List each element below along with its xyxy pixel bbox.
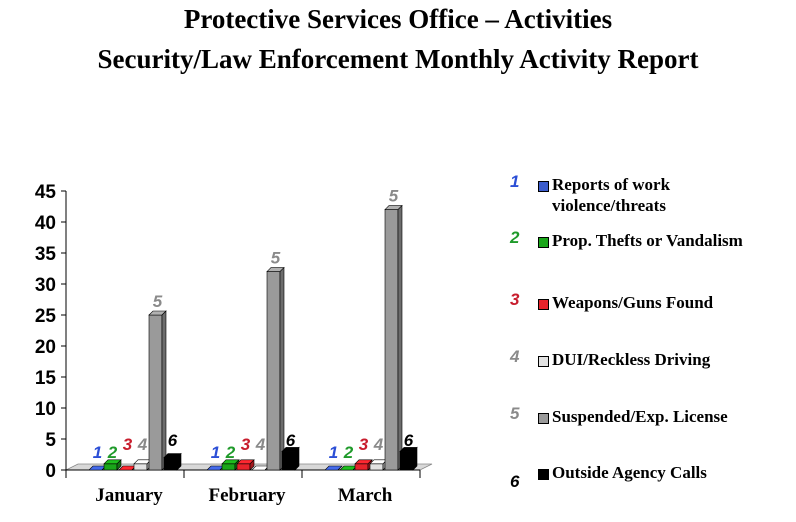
chart-title-line1: Protective Services Office – Activities <box>183 4 613 34</box>
bar-side <box>116 459 122 471</box>
legend-swatch <box>538 413 549 424</box>
bar-5-january <box>148 314 163 471</box>
data-label: 5 <box>389 187 399 206</box>
legend-label-line: DUI/Reckless Driving <box>552 350 711 369</box>
data-label: 6 <box>286 431 296 450</box>
bar-side <box>279 266 285 471</box>
y-tick-label: 30 <box>35 275 56 296</box>
data-label: 3 <box>123 435 133 454</box>
y-tick-label: 20 <box>35 337 56 358</box>
bar-side <box>337 465 343 471</box>
bar-side <box>294 446 300 471</box>
bar-6-february <box>281 451 296 471</box>
chart-title-line2: Security/Law Enforcement Monthly Activit… <box>97 44 699 74</box>
legend-label: Outside Agency Calls <box>552 462 707 483</box>
legend-label: DUI/Reckless Driving <box>552 349 710 370</box>
legend-label-line: Outside Agency Calls <box>552 463 707 482</box>
legend-label-line: Suspended/Exp. License <box>552 407 728 426</box>
legend-swatch <box>538 356 549 367</box>
legend-swatch <box>538 299 549 310</box>
legend-label-line: Prop. Thefts or Vandalism <box>552 231 743 250</box>
legend-number: 1 <box>510 172 520 191</box>
legend-label: Suspended/Exp. License <box>552 406 728 427</box>
y-tick-label: 5 <box>45 430 56 451</box>
y-tick-label: 35 <box>35 244 57 265</box>
bar-side <box>412 446 418 471</box>
data-label: 3 <box>359 435 369 454</box>
legend-label: Reports of work violence/threats <box>552 174 670 216</box>
bar-2-february <box>221 463 236 471</box>
data-label: 4 <box>255 435 266 454</box>
data-label: 5 <box>271 249 281 268</box>
legend-label: Weapons/Guns Found <box>552 292 713 313</box>
data-label: 5 <box>153 292 163 311</box>
legend-swatch <box>538 469 549 480</box>
data-label: 1 <box>211 443 220 462</box>
y-tick-label: 45 <box>35 182 57 203</box>
legend-label-line: violence/threats <box>552 196 666 215</box>
y-tick-label: 0 <box>45 461 56 482</box>
data-label: 3 <box>241 435 251 454</box>
bar-2-january <box>103 463 118 471</box>
legend-label-line: Weapons/Guns Found <box>552 293 714 312</box>
data-label: 4 <box>373 435 384 454</box>
y-tick-label: 15 <box>35 368 57 389</box>
legend-label: Prop. Thefts or Vandalism <box>552 230 743 251</box>
data-label: 2 <box>343 443 354 462</box>
legend-label-line: Reports of work <box>552 175 671 194</box>
bar-side <box>161 310 167 471</box>
bar-4-january <box>133 463 148 471</box>
legend-swatch <box>538 181 549 192</box>
bar-side <box>176 452 182 471</box>
x-category-label: February <box>208 485 286 506</box>
y-tick-label: 40 <box>35 213 56 234</box>
bar-4-march <box>369 463 384 471</box>
data-label: 1 <box>93 443 102 462</box>
x-category-label: January <box>95 485 163 506</box>
x-category-label: March <box>338 485 393 506</box>
data-label: 2 <box>107 443 118 462</box>
bar-side <box>397 204 403 471</box>
data-label: 1 <box>329 443 338 462</box>
bar-6-march <box>399 451 414 471</box>
data-label: 4 <box>137 435 148 454</box>
bar-3-february <box>236 463 251 471</box>
legend-number: 4 <box>510 347 520 366</box>
legend-number: 6 <box>510 472 520 491</box>
data-label: 2 <box>225 443 236 462</box>
data-label: 6 <box>404 431 414 450</box>
legend-number: 3 <box>510 290 520 309</box>
bar-5-march <box>384 209 399 471</box>
y-tick-label: 10 <box>35 399 56 420</box>
data-label: 6 <box>168 431 178 450</box>
bar-side <box>249 459 255 471</box>
bar-3-march <box>354 463 369 471</box>
legend-swatch <box>538 237 549 248</box>
bar-5-february <box>266 271 281 471</box>
bar-6-january <box>163 457 178 471</box>
y-tick-label: 25 <box>35 306 57 327</box>
legend-number: 5 <box>510 404 520 423</box>
legend-number: 2 <box>510 228 520 247</box>
